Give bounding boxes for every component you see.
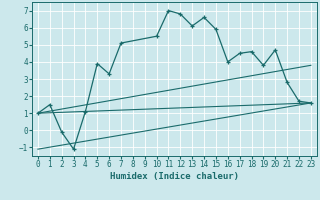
X-axis label: Humidex (Indice chaleur): Humidex (Indice chaleur): [110, 172, 239, 181]
